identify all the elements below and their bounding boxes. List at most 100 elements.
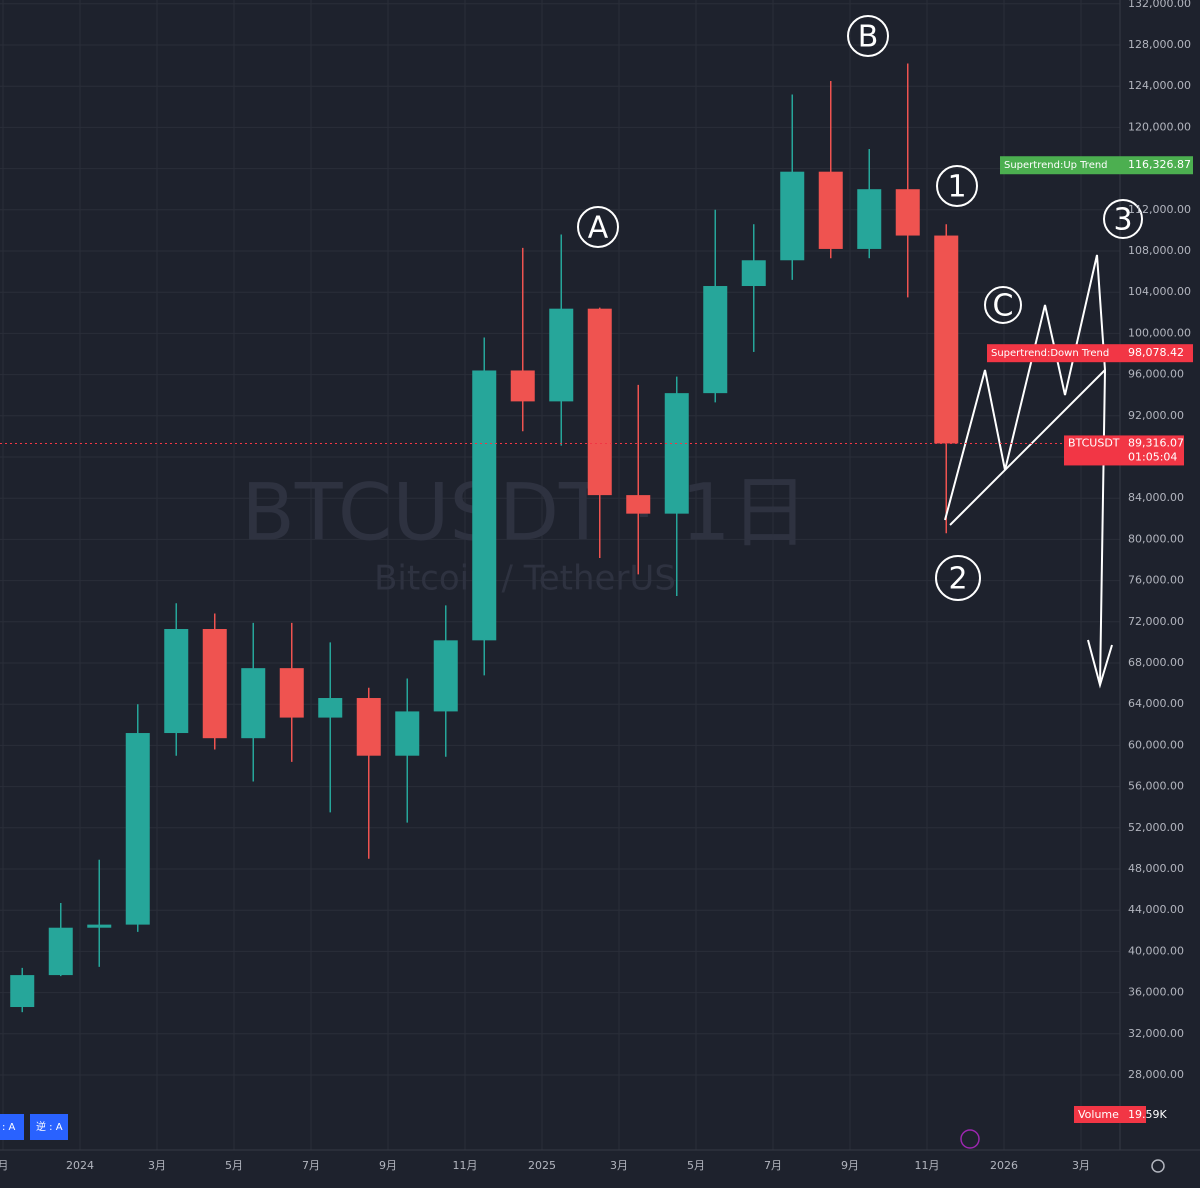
circle [984,286,1022,324]
candle-body [395,711,420,756]
candle-body [125,733,150,925]
x-tick-label: 2025 [528,1159,556,1172]
candle-body [279,668,304,718]
candle-body [895,189,920,236]
x-tick-label: 5月 [225,1159,243,1172]
y-tick-label: 120,000.00 [1128,120,1191,133]
button[interactable] [0,1114,24,1140]
x-tick-label: 3月 [148,1159,166,1172]
y-tick-label: 132,000.00 [1128,0,1191,10]
circle [936,165,978,207]
circle [577,206,619,248]
annotation: 1 [947,170,966,205]
watermark: BTCUSDT · 1日 [241,468,808,558]
x-tick-label: 2026 [990,1159,1018,1172]
annotation: C [993,289,1014,324]
x-tick-label: 9月 [841,1159,859,1172]
button[interactable] [30,1114,68,1140]
candle-body [549,308,574,402]
y-tick-label: 92,000.00 [1128,409,1184,422]
candle-body [703,286,728,394]
price-box [987,344,1193,363]
y-tick-label: 36,000.00 [1128,986,1184,999]
candle-body [510,370,535,402]
price-box [1000,156,1193,175]
volume-name: Volume [1078,1108,1119,1121]
annotation: 3 [1113,203,1132,238]
price-name: BTCUSDT [1068,436,1120,449]
y-tick-label: 28,000.00 [1128,1068,1184,1081]
x-tick-label: 9月 [379,1159,397,1172]
y-tick-label: 84,000.00 [1128,491,1184,504]
circle [935,555,981,601]
y-tick-label: 64,000.00 [1128,697,1184,710]
y-tick-label: 60,000.00 [1128,738,1184,751]
price-value: 98,078.42 [1128,346,1184,359]
settings-icon[interactable] [1151,1159,1165,1173]
x-tick-label: 11月 [915,1159,940,1172]
x-tick-label: 11月 [453,1159,478,1172]
price-name: Supertrend:Down Trend [991,348,1109,359]
candle-body [164,629,189,734]
arrow-head [1087,639,1113,689]
y-tick-label: 108,000.00 [1128,244,1191,257]
circle [1103,199,1143,239]
x-tick-label: 3月 [610,1159,628,1172]
y-tick-label: 80,000.00 [1128,532,1184,545]
volume-value: 19.59K [1128,1108,1167,1121]
y-tick-label: 124,000.00 [1128,79,1191,92]
candle-body [87,924,112,928]
annotation: B [858,20,879,55]
y-tick-label: 48,000.00 [1128,862,1184,875]
y-tick-label: 32,000.00 [1128,1027,1184,1040]
volume-label-box [1074,1106,1146,1123]
circle [847,15,889,57]
y-tick-label: 104,000.00 [1128,285,1191,298]
watermark-sub: Bitcoin / TetherUS [374,559,676,599]
x-tick-label: 7月 [764,1159,782,1172]
candle-body [857,189,882,249]
button-label[interactable]: 逆 : A [36,1120,63,1133]
y-tick-label: 128,000.00 [1128,38,1191,51]
candles [10,63,959,1013]
grid [0,0,1120,1150]
y-tick-label: 96,000.00 [1128,368,1184,381]
price-box [1064,435,1184,466]
x-tick-label: 3月 [1072,1159,1090,1172]
candle-body [626,495,651,514]
candle-body [241,668,266,739]
price-value: 116,326.87 [1128,158,1191,171]
candle-body [934,235,959,444]
y-tick-label: 76,000.00 [1128,574,1184,587]
candle-body [433,640,458,712]
y-tick-label: 68,000.00 [1128,656,1184,669]
flash-icon[interactable] [960,1129,980,1149]
price-value: 89,316.07 [1128,436,1184,449]
annotations: A B C 1 2 3 [588,20,1133,597]
annotation: 2 [948,562,967,597]
x-tick-label: 2024 [66,1159,94,1172]
y-tick-label: 100,000.00 [1128,326,1191,339]
x-tick-label: 5月 [687,1159,705,1172]
candle-body [780,171,805,261]
candle-body [664,393,689,514]
candle-body [472,370,497,641]
candle-body [48,927,73,976]
candle-body [741,260,766,287]
candle-body [318,698,343,718]
trend-line [949,369,1106,526]
y-tick-label: 52,000.00 [1128,821,1184,834]
button-label[interactable]: : A [2,1122,16,1133]
annotation: A [588,211,609,246]
price-name: Supertrend:Up Trend [1004,160,1108,171]
x-tick-label: 7月 [302,1159,320,1172]
y-tick-label: 44,000.00 [1128,903,1184,916]
x-tick-label: 月 [0,1159,9,1172]
candle-body [356,698,381,756]
candle-body [202,629,227,739]
y-tick-label: 56,000.00 [1128,780,1184,793]
countdown: 01:05:04 [1128,450,1177,463]
candle-body [587,308,612,496]
